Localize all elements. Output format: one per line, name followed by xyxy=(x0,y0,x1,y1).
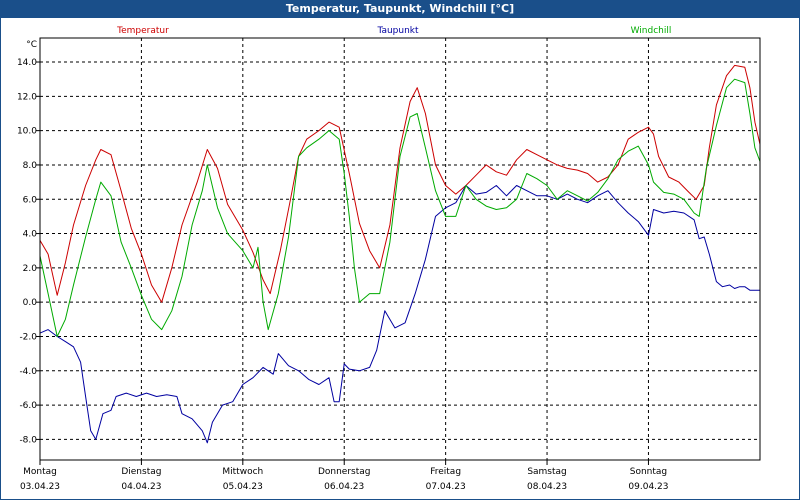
series-line-windchill xyxy=(39,78,761,337)
y-tick-label: -8.0 xyxy=(19,435,37,445)
series-lines xyxy=(39,64,761,444)
legend-windchill: Windchill xyxy=(631,26,672,36)
y-tick-label: 8.0 xyxy=(23,161,38,171)
y-tick-label: 14.0 xyxy=(17,58,37,68)
legend-taupunkt: Taupunkt xyxy=(376,26,419,36)
grid xyxy=(40,38,760,460)
legend: Temperatur Taupunkt Windchill xyxy=(116,26,671,36)
chart-title: Temperatur, Taupunkt, Windchill [°C] xyxy=(285,2,515,15)
y-tick-label: 6.0 xyxy=(23,195,38,205)
series-line-temperatur xyxy=(39,64,761,303)
x-day-label: Montag xyxy=(23,467,57,477)
chart-background xyxy=(1,18,799,499)
y-axis-unit: °C xyxy=(26,40,37,50)
y-tick-label: 10.0 xyxy=(17,127,37,137)
x-date-label: 08.04.23 xyxy=(527,482,567,492)
chart: 14.0 12.0 10.0 8.0 6.0 4.0 2.0 0.0 -2.0 -4.0 -6.0 -… xyxy=(17,26,761,492)
tick-labels: 14.0 12.0 10.0 8.0 6.0 4.0 2.0 0.0 -2.0 -4.0 -6.0 -… xyxy=(17,40,669,492)
x-date-label: 04.04.23 xyxy=(121,482,161,492)
y-tick-label: -4.0 xyxy=(19,367,37,377)
x-day-label: Dienstag xyxy=(121,467,161,477)
y-tick-label: 12.0 xyxy=(17,92,37,102)
x-date-label: 09.04.23 xyxy=(628,482,668,492)
axes xyxy=(36,37,761,465)
x-date-label: 03.04.23 xyxy=(20,482,60,492)
x-day-label: Sonntag xyxy=(630,467,667,477)
x-day-label: Freitag xyxy=(430,467,461,477)
x-day-label: Mittwoch xyxy=(222,467,263,477)
x-date-label: 05.04.23 xyxy=(223,482,263,492)
y-tick-label: -2.0 xyxy=(19,332,37,342)
series-line-taupunkt xyxy=(39,185,760,444)
x-day-label: Samstag xyxy=(527,467,566,477)
y-tick-label: 2.0 xyxy=(23,264,38,274)
x-date-label: 06.04.23 xyxy=(324,482,364,492)
y-tick-label: 0.0 xyxy=(23,298,38,308)
x-date-label: 07.04.23 xyxy=(426,482,466,492)
plot-frame xyxy=(39,37,761,461)
y-tick-label: -6.0 xyxy=(19,401,37,411)
y-tick-label: 4.0 xyxy=(23,230,38,240)
x-day-label: Donnerstag xyxy=(318,467,371,477)
legend-temperatur: Temperatur xyxy=(116,26,169,36)
